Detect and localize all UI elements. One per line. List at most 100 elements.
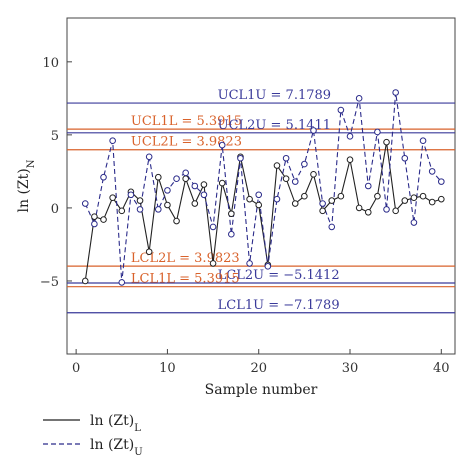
data-point [328, 197, 336, 204]
y-tick-label: 5 [51, 129, 59, 144]
y-axis-label-main: ln (Zt) [16, 168, 32, 212]
data-point [81, 277, 89, 285]
reference-label-5: LCL2U = −5.1412 [218, 268, 340, 283]
legend-label-main: ln (Zt) [90, 413, 134, 429]
y-tick-label: 0 [51, 202, 59, 217]
data-point [164, 201, 171, 209]
series-line-1 [84, 92, 442, 283]
data-point [182, 169, 189, 177]
data-point [109, 194, 116, 201]
data-point [392, 89, 399, 96]
data-point [310, 127, 317, 134]
data-point [182, 175, 189, 182]
y-axis-label: ln (Zt)N [16, 159, 37, 212]
data-point [291, 178, 299, 185]
data-point [173, 175, 180, 182]
data-point [419, 137, 427, 145]
reference-label-2: UCL2U = 5.1411 [218, 118, 331, 133]
axis-layer: 0 10 20 30 40 −5 0 5 10 Sample number ln (Zt)N [16, 56, 450, 398]
data-point [228, 230, 235, 238]
x-tick-label: 40 [433, 361, 450, 376]
legend-label-0: ln (Zt)L [90, 413, 141, 434]
data-point [401, 197, 409, 204]
data-point [164, 187, 171, 194]
data-point [383, 138, 390, 146]
data-point [237, 154, 244, 162]
data-point [136, 197, 144, 204]
data-point [282, 175, 290, 182]
data-point [346, 133, 354, 140]
data-point [118, 207, 126, 215]
y-tick-label: 10 [42, 56, 59, 71]
data-point [273, 162, 281, 169]
data-point [118, 279, 126, 286]
data-point [218, 141, 226, 149]
data-point [419, 192, 427, 200]
reference-label-0: UCL1U = 7.1789 [218, 88, 331, 103]
data-point [355, 95, 363, 102]
data-point [100, 173, 107, 181]
data-point [200, 191, 208, 199]
plot-layer [66, 17, 456, 355]
data-point [392, 207, 399, 215]
data-point [228, 210, 235, 218]
x-tick-label: 10 [159, 361, 176, 376]
data-point [374, 192, 381, 200]
x-tick-label: 0 [72, 361, 80, 376]
data-point [364, 208, 372, 216]
data-point [191, 182, 199, 190]
data-point [410, 219, 418, 226]
data-point [173, 217, 180, 225]
data-point [301, 192, 308, 200]
data-point [136, 206, 144, 213]
data-point [255, 191, 263, 199]
data-point [346, 156, 354, 164]
legend: ln (Zt)Lln (Zt) U [43, 413, 143, 458]
data-point [337, 106, 345, 114]
data-point [127, 191, 135, 199]
series-layer [81, 89, 445, 286]
data-point [145, 153, 153, 161]
data-point [91, 213, 98, 220]
data-point [364, 182, 372, 190]
reference-label-6: LCL1L = 5.3915 [131, 272, 240, 287]
data-point [428, 198, 436, 206]
x-tick-label: 20 [250, 361, 267, 376]
data-point [246, 195, 253, 203]
data-point [81, 200, 89, 207]
data-point [209, 223, 217, 231]
data-point [154, 173, 162, 181]
data-point [319, 207, 326, 215]
y-axis-label-subscript: N [26, 159, 37, 168]
data-point [438, 195, 445, 203]
data-point [428, 168, 436, 175]
data-point [410, 194, 418, 201]
data-point [200, 181, 208, 188]
data-point [191, 200, 199, 207]
reference-label-3: UCL2L = 3.9823 [131, 135, 242, 150]
data-point [273, 195, 281, 203]
data-point [264, 263, 272, 270]
data-point [100, 216, 107, 223]
legend-label-subscript: U [134, 447, 142, 458]
data-point [328, 223, 336, 231]
data-point [301, 160, 308, 168]
data-point [310, 171, 317, 178]
x-tick-label: 30 [342, 361, 359, 376]
data-point [401, 154, 409, 162]
y-tick-label: −5 [40, 275, 59, 290]
data-point [109, 137, 116, 145]
data-point [319, 200, 326, 207]
data-point [282, 154, 290, 162]
data-point [255, 201, 263, 209]
data-point [246, 260, 253, 267]
legend-label-subscript: L [134, 423, 141, 434]
data-point [438, 178, 445, 185]
data-point [218, 179, 226, 187]
x-axis-label: Sample number [205, 382, 318, 398]
data-point [383, 206, 390, 213]
data-point [291, 200, 299, 207]
data-point [154, 206, 162, 213]
reference-label-1: UCL1L = 5.3915 [131, 114, 242, 129]
